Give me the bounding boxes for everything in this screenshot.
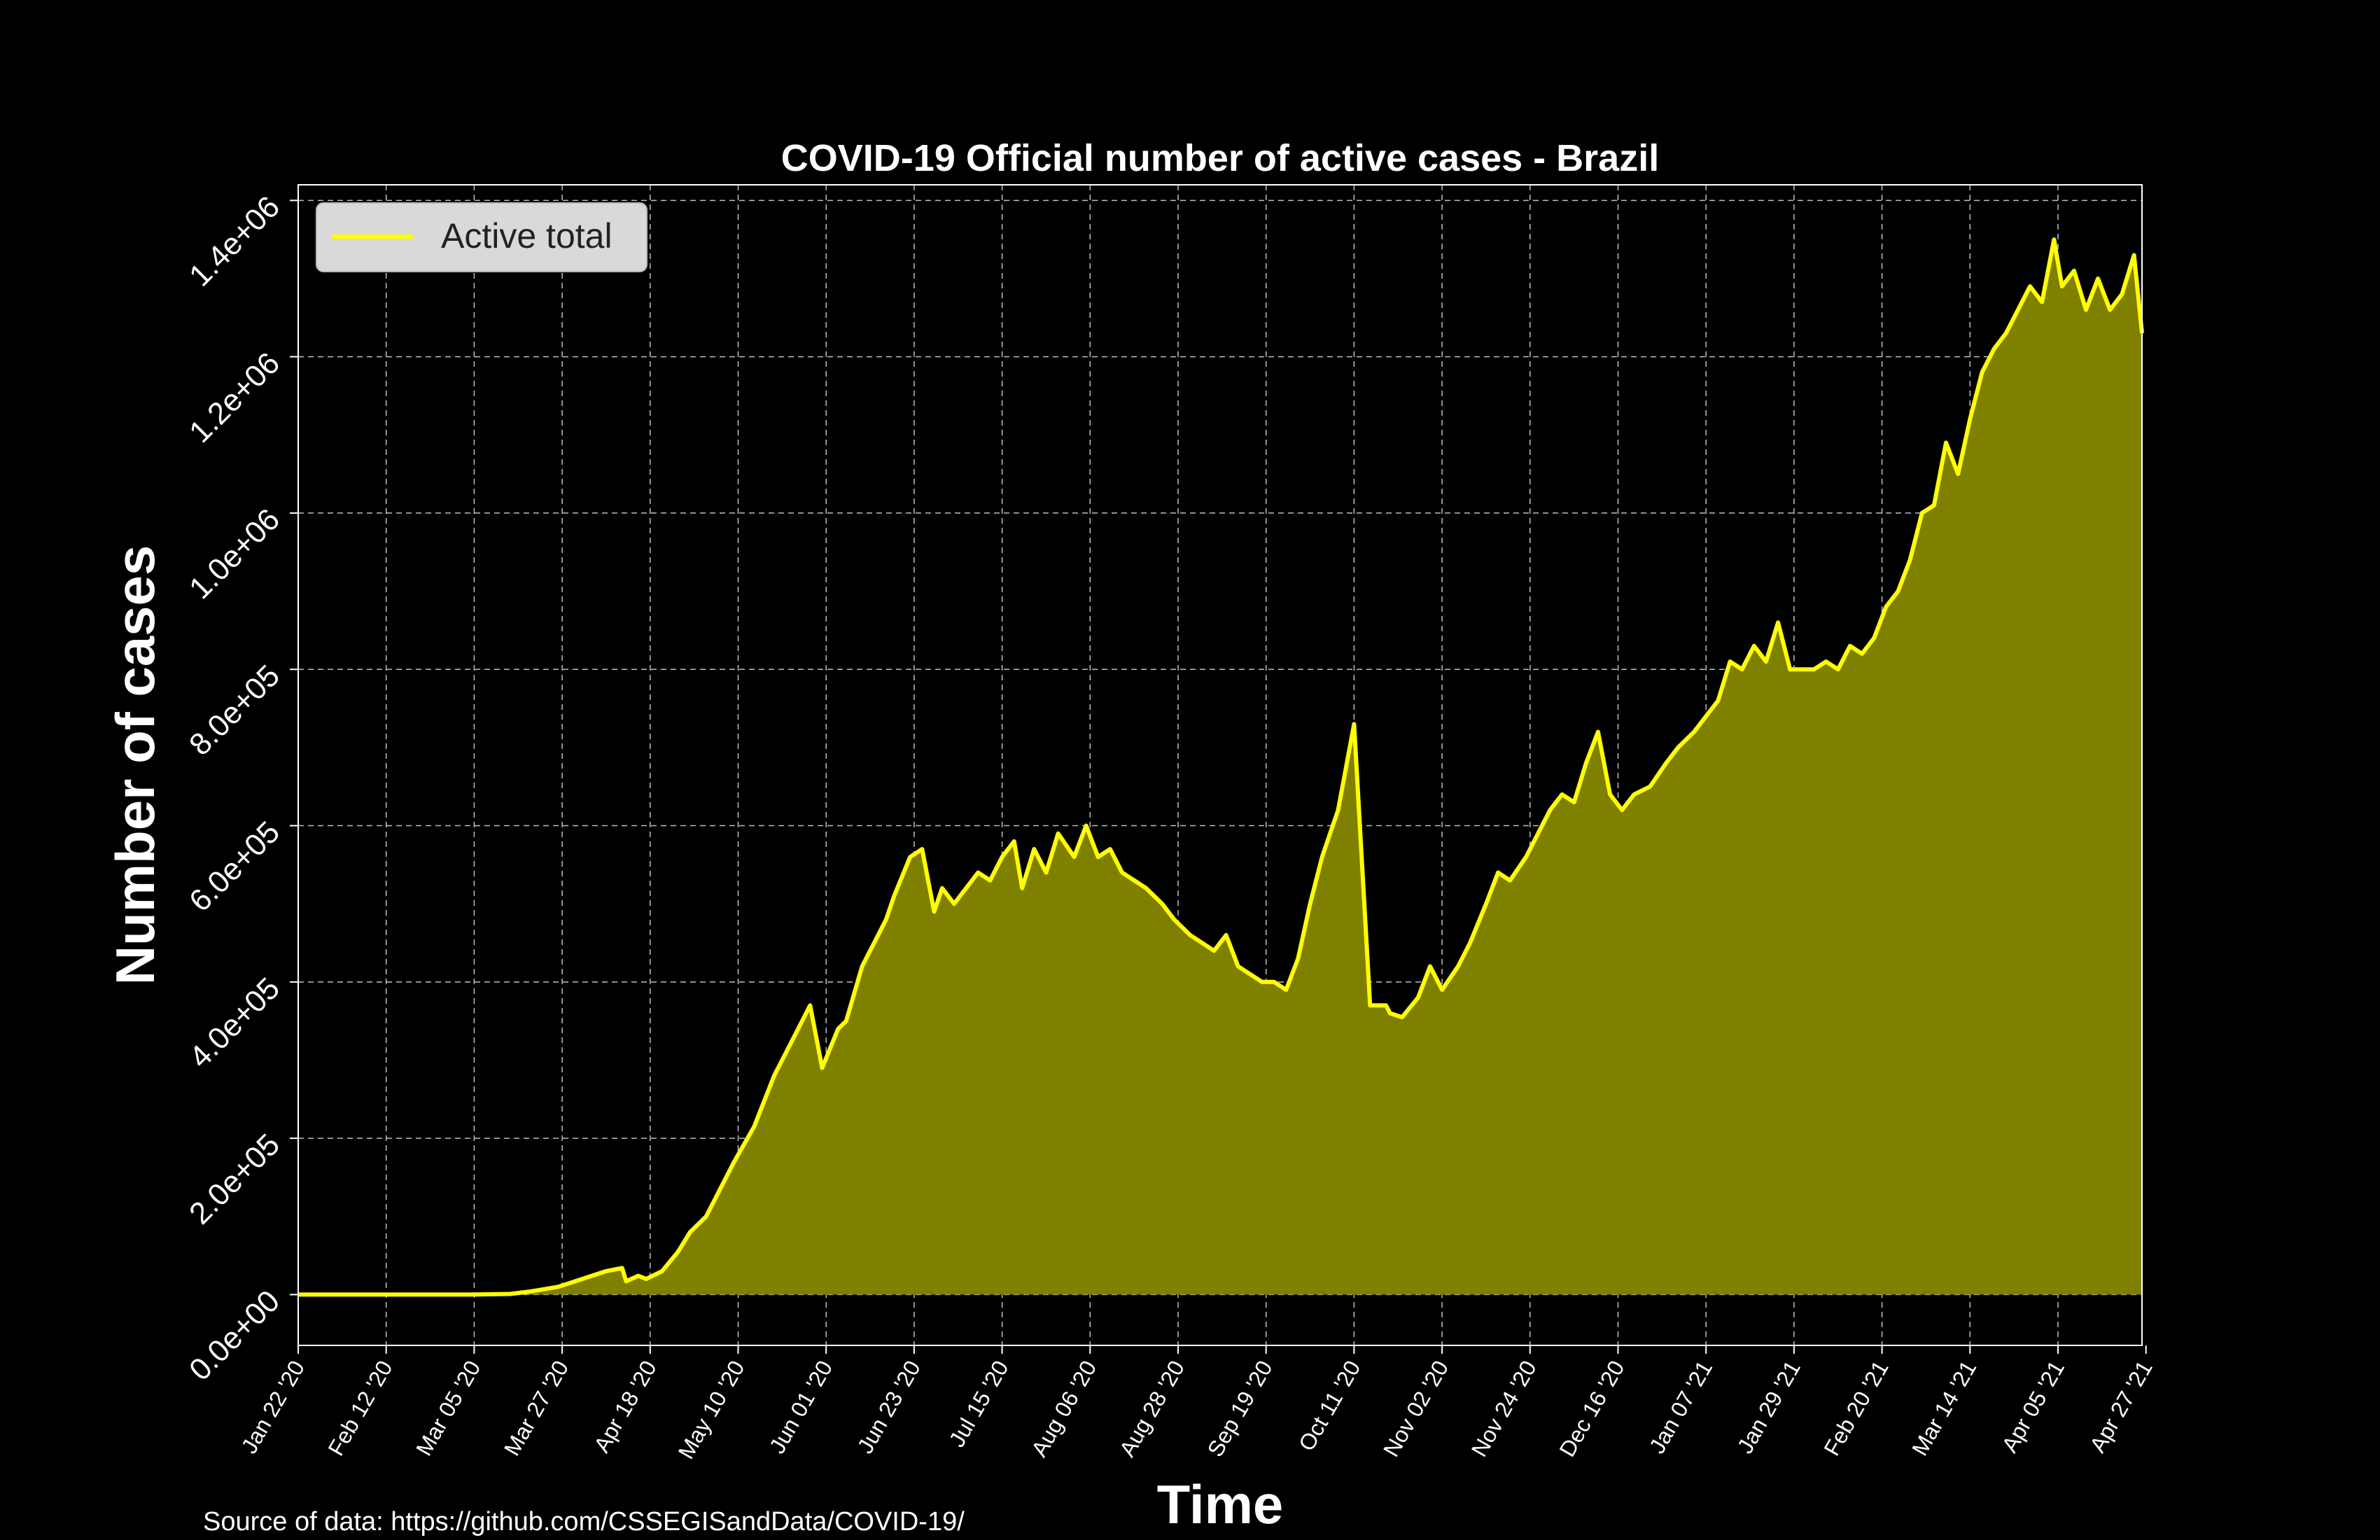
plot-frame <box>298 184 2143 1346</box>
series-line-active-total <box>298 237 2144 1297</box>
area-fill-active-total <box>298 239 2142 1295</box>
legend-label: Active total <box>441 216 612 255</box>
legend: Active total <box>316 202 648 272</box>
x-axis-label: Time <box>1157 1474 1284 1535</box>
legend-box <box>316 202 648 272</box>
source-note: Source of data: https://github.com/CSSEG… <box>203 1507 965 1536</box>
y-axis-label: Number of cases <box>104 545 166 986</box>
chart-title: COVID-19 Official number of active cases… <box>781 137 1659 179</box>
